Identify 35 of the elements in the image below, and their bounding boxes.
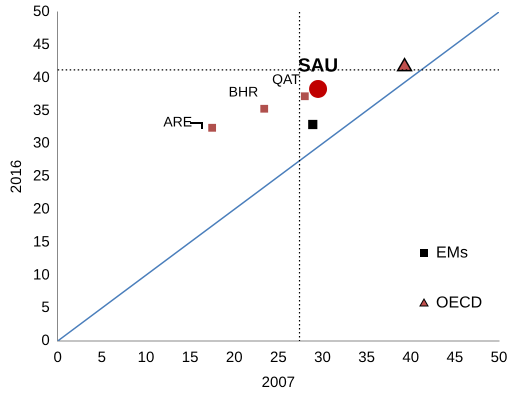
x-tick-label: 10 xyxy=(138,349,154,366)
y-tick-label: 40 xyxy=(32,68,50,86)
x-tick-label: 25 xyxy=(270,349,287,366)
point xyxy=(309,80,328,98)
y-tick-label: 5 xyxy=(41,299,50,316)
x-tick-label: 35 xyxy=(358,349,375,366)
x-axis-title: 2007 xyxy=(262,374,296,392)
y-tick-label: 15 xyxy=(32,233,50,250)
x-tick-label: 40 xyxy=(402,349,420,366)
y-tick-label: 25 xyxy=(32,168,50,185)
y-axis-title: 2016 xyxy=(8,160,26,194)
x-tick-label: 5 xyxy=(98,349,106,366)
annotation: QAT xyxy=(272,71,300,88)
y-tick-label: 0 xyxy=(41,332,50,350)
point xyxy=(300,92,309,100)
point xyxy=(308,120,318,130)
y-tick-label: 10 xyxy=(32,266,50,284)
x-tick-label: 0 xyxy=(54,349,62,366)
legend-label: EMs xyxy=(436,244,468,262)
annotation: SAU xyxy=(298,56,338,77)
point xyxy=(208,124,216,132)
y-tick-label: 30 xyxy=(32,134,50,152)
x-tick-label: 30 xyxy=(314,349,331,366)
annotation: BHR xyxy=(228,84,258,100)
y-tick-label: 50 xyxy=(32,3,50,20)
y-tick-label: 35 xyxy=(32,102,50,119)
y-tick-label: 20 xyxy=(32,200,50,218)
point xyxy=(260,104,268,113)
x-tick-label: 15 xyxy=(182,349,198,366)
legend-label: OECD xyxy=(436,294,482,312)
x-tick-label: 45 xyxy=(446,349,464,366)
y-tick-label: 45 xyxy=(32,36,50,54)
annotation: ARE xyxy=(163,114,192,130)
x-tick-label: 50 xyxy=(490,349,508,366)
x-tick-label: 20 xyxy=(226,349,243,366)
